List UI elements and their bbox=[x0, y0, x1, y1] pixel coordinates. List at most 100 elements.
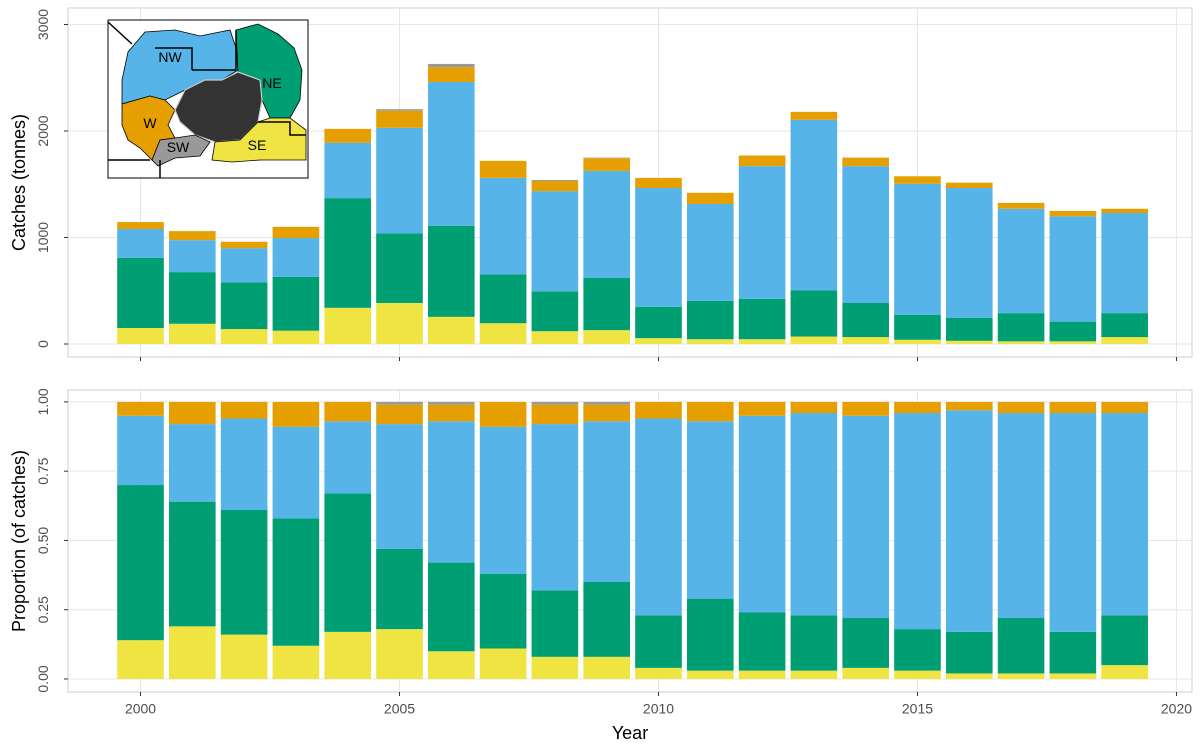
bar-segment bbox=[945, 182, 993, 188]
bar-segment bbox=[1049, 216, 1097, 322]
bar-segment bbox=[894, 401, 941, 413]
bar-segment bbox=[1049, 210, 1097, 217]
y-tick-label: 3000 bbox=[35, 9, 51, 40]
y-tick-label: 0.75 bbox=[35, 457, 51, 484]
bar-segment bbox=[790, 412, 838, 616]
x-tick-label: 2010 bbox=[643, 701, 674, 717]
bar-segment bbox=[1101, 213, 1148, 314]
bar-segment bbox=[324, 142, 372, 199]
bar-segment bbox=[583, 157, 630, 159]
bar-segment bbox=[427, 562, 475, 652]
bar-segment bbox=[945, 673, 993, 679]
y-tick-label: 0.25 bbox=[35, 596, 51, 623]
bar-segment bbox=[945, 340, 993, 345]
bar-segment bbox=[790, 336, 838, 345]
bar-segment bbox=[997, 202, 1045, 209]
bar-segment bbox=[117, 415, 164, 486]
bar-segment bbox=[790, 670, 838, 679]
bar-segment bbox=[376, 233, 423, 304]
y-tick-label: 0.00 bbox=[35, 665, 51, 692]
bar-segment bbox=[479, 274, 527, 324]
y-tick-label: 0.50 bbox=[35, 527, 51, 554]
bar-segment bbox=[842, 415, 889, 619]
bar-segment bbox=[531, 331, 579, 345]
map-label: NW bbox=[158, 49, 182, 65]
bar-segment bbox=[842, 667, 889, 679]
bar-segment bbox=[738, 298, 786, 340]
inset-map: NW NE W SW SE bbox=[107, 19, 309, 179]
bar-segment bbox=[324, 401, 372, 422]
bar-segment bbox=[117, 485, 164, 641]
bar-segment bbox=[790, 615, 838, 671]
bar-segment bbox=[635, 401, 682, 419]
bar-segment bbox=[272, 426, 320, 519]
bar-segment bbox=[738, 155, 786, 167]
bar-segment bbox=[635, 187, 682, 307]
bar-segment bbox=[738, 415, 786, 613]
bar-segment bbox=[894, 629, 941, 671]
bar-segment bbox=[376, 424, 423, 549]
bar-segment bbox=[894, 314, 941, 340]
bar-segment bbox=[635, 667, 682, 679]
bar-segment bbox=[220, 401, 268, 419]
bar-segment bbox=[583, 277, 630, 331]
bar-segment bbox=[531, 191, 579, 292]
bar-segment bbox=[531, 404, 579, 425]
bar-segment bbox=[169, 626, 216, 679]
map-label: NE bbox=[262, 75, 281, 91]
bar-segment bbox=[531, 179, 579, 182]
bar-segment bbox=[324, 307, 372, 345]
bar-segment bbox=[531, 291, 579, 332]
bar-segment bbox=[272, 330, 320, 345]
bar-segment bbox=[324, 421, 372, 494]
bar-segment bbox=[686, 421, 734, 599]
bar-segment bbox=[1101, 412, 1148, 616]
bar-segment bbox=[272, 238, 320, 277]
bar-segment bbox=[1049, 341, 1097, 345]
bar-segment bbox=[376, 110, 423, 128]
bar-segment bbox=[479, 323, 527, 345]
bar-segment bbox=[790, 119, 838, 291]
bar-segment bbox=[1101, 401, 1148, 413]
bar-segment bbox=[738, 339, 786, 345]
bar-segment bbox=[169, 323, 216, 345]
bar-segment bbox=[1101, 313, 1148, 338]
x-axis-title: Year bbox=[612, 723, 648, 743]
bar-segment bbox=[169, 401, 216, 425]
bar-segment bbox=[220, 418, 268, 510]
bar-segment bbox=[376, 401, 423, 405]
map-label: SW bbox=[167, 139, 190, 155]
bar-segment bbox=[376, 303, 423, 345]
bar-segment bbox=[117, 640, 164, 679]
bar-segment bbox=[427, 651, 475, 679]
bar-segment bbox=[169, 240, 216, 273]
bar-segment bbox=[427, 316, 475, 345]
x-tick-label: 2005 bbox=[384, 701, 415, 717]
bar-segment bbox=[376, 548, 423, 630]
bar-segment bbox=[738, 166, 786, 299]
map-border bbox=[107, 21, 306, 178]
bar-segment bbox=[479, 573, 527, 649]
y-tick-label: 1000 bbox=[35, 222, 51, 253]
y-axis-title: Proportion (of catches) bbox=[9, 450, 29, 632]
bar-segment bbox=[842, 303, 889, 338]
bar-segment bbox=[1101, 615, 1148, 666]
map-label: W bbox=[143, 115, 157, 131]
bar-segment bbox=[169, 501, 216, 627]
bar-segment bbox=[635, 177, 682, 188]
bar-segment bbox=[1049, 401, 1097, 413]
bar-segment bbox=[324, 493, 372, 632]
bar-segment bbox=[790, 401, 838, 413]
bar-segment bbox=[583, 401, 630, 405]
bar-segment bbox=[686, 339, 734, 345]
bar-segment bbox=[686, 192, 734, 204]
bar-segment bbox=[738, 670, 786, 679]
bar-segment bbox=[169, 231, 216, 241]
bar-segment bbox=[997, 618, 1045, 674]
bar-segment bbox=[945, 401, 993, 411]
bar-segment bbox=[531, 181, 579, 192]
bar-segment bbox=[635, 306, 682, 339]
bar-segment bbox=[842, 401, 889, 416]
x-tick-label: 2020 bbox=[1161, 701, 1192, 717]
bar-segment bbox=[583, 582, 630, 657]
